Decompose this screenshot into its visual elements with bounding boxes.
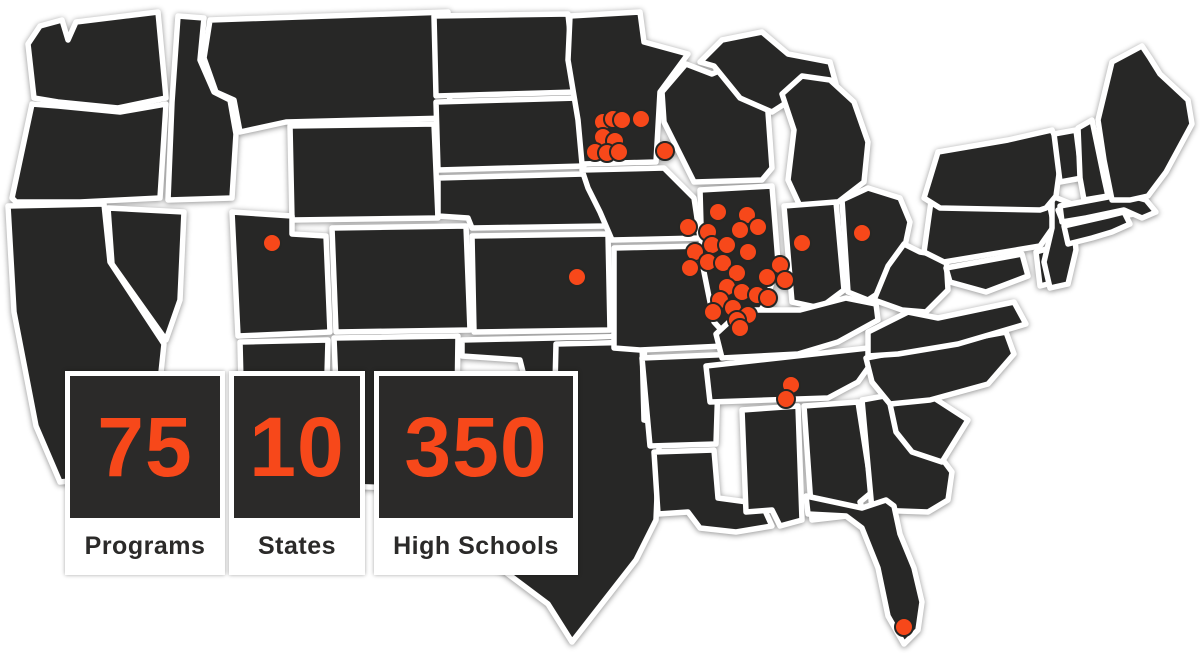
state-oregon xyxy=(9,101,169,205)
location-marker xyxy=(717,235,737,255)
location-marker xyxy=(738,242,758,262)
high-schools-count: 350 xyxy=(379,376,573,518)
state-iowa xyxy=(579,165,703,243)
programs-label: Programs xyxy=(84,532,206,560)
state-montana xyxy=(201,9,453,135)
high-schools-label: High Schools xyxy=(393,532,559,560)
location-marker xyxy=(730,318,750,338)
state-utah xyxy=(229,209,333,339)
state-new-york xyxy=(921,127,1065,213)
state-south-dakota xyxy=(433,95,587,173)
state-colorado xyxy=(329,223,473,335)
location-marker xyxy=(703,302,723,322)
state-nebraska xyxy=(435,171,609,231)
location-marker xyxy=(776,389,796,409)
location-marker xyxy=(775,270,795,290)
stat-card-programs: 75 Programs xyxy=(65,371,225,575)
location-marker xyxy=(680,258,700,278)
location-marker xyxy=(678,217,698,237)
state-connecticut-rhode-island xyxy=(1061,209,1133,247)
location-marker xyxy=(708,202,728,222)
map-markers xyxy=(262,109,914,637)
us-states xyxy=(5,9,1195,647)
states-label: States xyxy=(257,532,337,560)
location-marker xyxy=(567,267,587,287)
state-michigan xyxy=(779,73,871,209)
stat-card-states: 10 States xyxy=(229,371,365,575)
location-marker xyxy=(730,220,750,240)
state-mississippi xyxy=(739,403,805,529)
state-florida xyxy=(803,493,925,647)
state-washington xyxy=(25,9,169,111)
location-marker xyxy=(894,617,914,637)
state-wyoming xyxy=(287,121,441,223)
location-marker xyxy=(757,267,777,287)
state-maryland xyxy=(943,251,1031,295)
state-kansas xyxy=(469,231,613,335)
state-louisiana xyxy=(651,447,775,535)
location-marker xyxy=(792,233,812,253)
location-marker xyxy=(852,223,872,243)
state-north-dakota xyxy=(431,11,579,99)
state-alabama xyxy=(801,399,875,523)
states-count: 10 xyxy=(234,376,360,518)
state-indiana xyxy=(781,199,847,311)
location-marker xyxy=(262,233,282,253)
location-marker xyxy=(758,288,778,308)
location-marker xyxy=(631,109,651,129)
state-maine xyxy=(1095,43,1195,203)
programs-count: 75 xyxy=(70,376,220,518)
location-marker xyxy=(727,263,747,283)
location-marker xyxy=(612,110,632,130)
location-marker xyxy=(713,253,733,273)
stat-card-high-schools: 350 High Schools xyxy=(374,371,578,575)
state-north-carolina xyxy=(863,329,1017,407)
location-marker xyxy=(748,217,768,237)
location-marker xyxy=(609,142,629,162)
location-marker xyxy=(655,141,675,161)
